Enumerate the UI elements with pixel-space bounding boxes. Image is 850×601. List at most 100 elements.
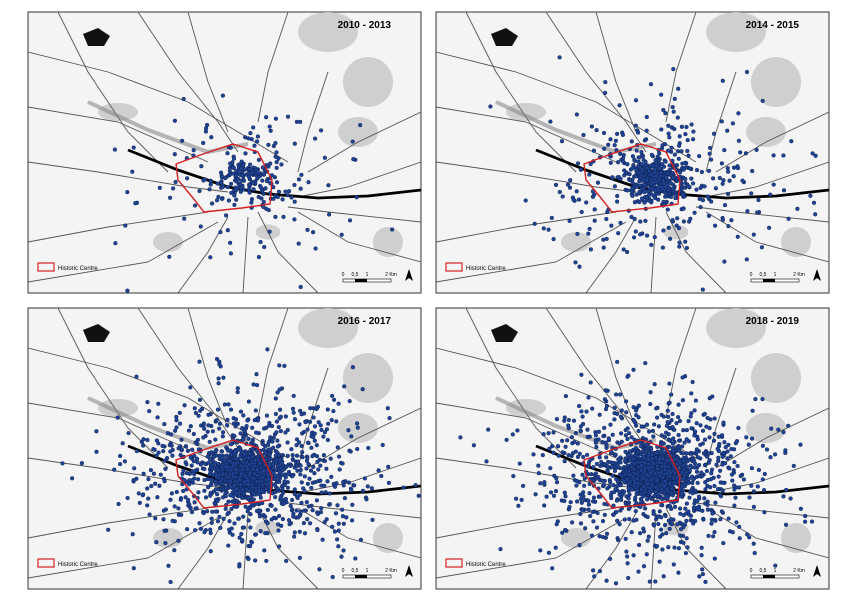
point [587,481,592,487]
point [226,499,231,504]
black-blob [491,324,518,342]
point [325,479,330,484]
point [647,198,652,203]
gray-area [561,232,591,252]
point [282,363,287,368]
point [744,257,749,262]
point [205,429,210,434]
point [690,480,695,486]
point [713,500,718,505]
point [290,507,295,512]
point [683,506,688,511]
point [630,487,635,492]
point [218,525,223,530]
point [339,232,344,237]
point [213,448,219,453]
point [220,465,225,470]
point [625,554,630,559]
point [583,526,588,531]
point [327,502,332,507]
point [609,490,614,495]
point [591,519,596,524]
point [271,445,276,450]
point [243,167,248,172]
point [319,506,324,511]
point [210,462,215,467]
point [681,540,686,545]
point [277,387,282,392]
point [112,467,117,472]
point [318,423,323,428]
point [612,143,617,148]
point [355,425,360,430]
point [684,124,689,130]
point [182,477,187,483]
point [306,504,311,509]
point [242,479,247,484]
gray-area [746,413,786,443]
point [717,175,722,181]
point [258,495,263,500]
point [234,187,239,193]
point [575,161,581,166]
point [295,459,300,464]
point [280,197,285,202]
point [596,429,601,434]
point [213,487,219,492]
point [554,480,560,485]
scale-label: 0,5 [760,272,767,278]
point [223,176,228,181]
point [639,149,644,155]
point [654,544,660,549]
point [671,175,676,180]
point [629,435,634,440]
point [615,479,620,484]
point [273,495,278,500]
point [665,419,670,425]
point [581,490,586,495]
point [650,452,655,457]
point [652,422,657,427]
point [335,537,340,542]
point [302,474,307,479]
point [285,193,290,198]
point [754,147,759,152]
road [545,12,647,153]
point [744,435,749,440]
point [577,543,582,548]
point [704,424,709,429]
point [672,545,677,550]
point [249,502,254,507]
point [324,517,329,522]
point [587,226,592,231]
point [355,421,360,426]
point [225,423,230,428]
point [689,176,694,181]
gray-area [373,227,403,257]
point [710,394,715,399]
point [332,484,338,489]
point [647,169,652,174]
point [612,405,617,410]
point [666,225,671,230]
point [333,511,339,516]
point [136,491,141,496]
point [201,421,206,426]
point [219,196,225,201]
point [163,541,168,546]
point [591,499,596,504]
point [130,169,135,174]
point [560,530,565,535]
point [750,408,755,413]
point [235,386,240,391]
point [709,521,714,526]
point [287,522,292,527]
point [689,487,694,492]
point [134,374,139,379]
point [602,512,607,517]
point [649,447,654,452]
point [113,241,118,246]
point [369,486,374,491]
